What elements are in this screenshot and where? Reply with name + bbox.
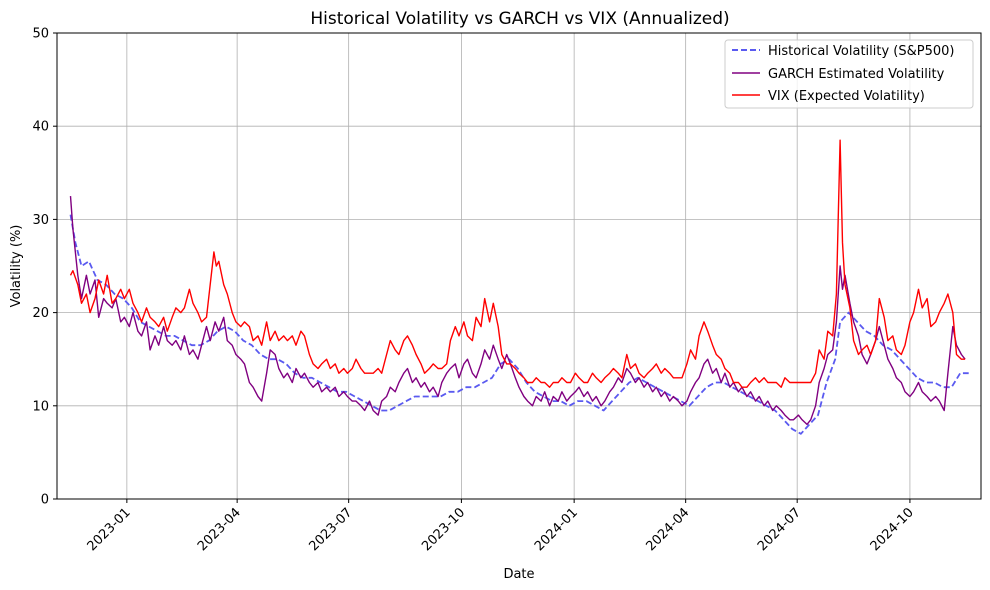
legend-label-vix: VIX (Expected Volatility)	[768, 89, 925, 104]
y-tick-label: 20	[32, 306, 49, 321]
y-axis-label: Volatility (%)	[9, 225, 24, 308]
x-axis-label: Date	[503, 567, 534, 582]
x-tick-label: 2024-07	[755, 505, 804, 554]
y-tick-label: 40	[32, 120, 49, 135]
x-tick-label: 2024-10	[868, 505, 917, 554]
y-tick-label: 10	[32, 399, 49, 414]
y-tick-label: 0	[41, 493, 49, 508]
series-line-garch	[69, 196, 966, 426]
series-line-historical	[69, 214, 969, 435]
y-tick-label: 50	[32, 27, 49, 42]
x-tick-label: 2023-10	[419, 505, 468, 554]
x-tick-label: 2023-04	[195, 505, 244, 554]
x-axis-ticks: 2023-01 2023-04 2023-07 2023-10 2024-01 2024-…	[85, 499, 917, 554]
legend-box	[724, 39, 974, 109]
y-tick-label: 30	[32, 213, 49, 228]
chart-title: Historical Volatility vs GARCH vs VIX (A…	[310, 9, 729, 29]
legend-label-garch: GARCH Estimated Volatility	[768, 67, 945, 82]
plot-frame	[56, 32, 982, 500]
legend: Historical Volatility (S&P500) GARCH Est…	[724, 39, 974, 109]
x-tick-label: 2023-01	[85, 505, 134, 554]
series-lines	[69, 139, 969, 435]
y-axis-ticks: 0 10 20 30 40 50	[32, 27, 57, 508]
series-line-vix	[69, 139, 966, 388]
legend-label-historical: Historical Volatility (S&P500)	[768, 44, 954, 59]
x-tick-label: 2023-07	[306, 505, 355, 554]
x-tick-label: 2024-01	[532, 505, 581, 554]
x-tick-label: 2024-04	[643, 505, 692, 554]
